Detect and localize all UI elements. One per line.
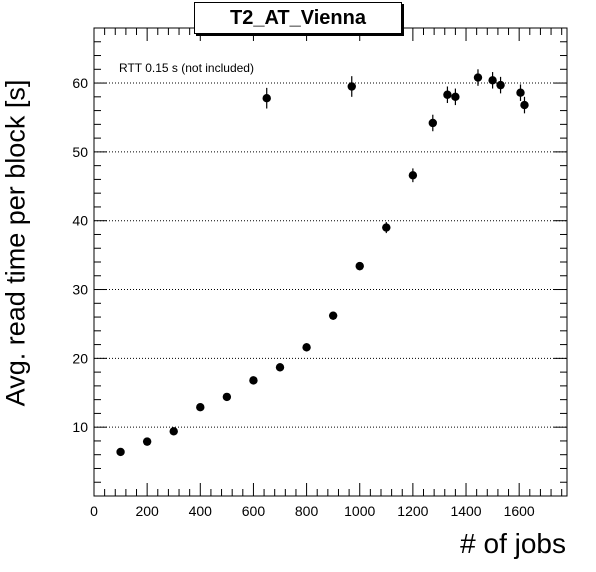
data-point [302,343,311,352]
y-tick-label: 40 [72,213,88,229]
data-point [473,73,483,82]
data-point [428,118,438,128]
data-point [451,92,460,102]
data-point [347,82,356,91]
data-point [520,100,529,110]
y-axis-label: Avg. read time per block [s] [0,79,31,407]
data-point [116,447,125,457]
y-tick-label: 60 [72,75,88,91]
data-point [516,88,525,97]
x-tick-label: 400 [189,503,213,519]
data-point [142,437,152,446]
x-tick-label: 1400 [450,503,481,519]
data-point [169,427,178,436]
data-point [355,261,364,271]
y-tick-label: 50 [72,144,88,160]
data-point [443,90,452,99]
x-tick-label: 800 [295,503,319,519]
chart-annotation: RTT 0.15 s (not included) [119,61,254,75]
plot-frame [93,27,568,497]
x-tick-label: 1600 [504,503,535,519]
x-tick-label: 200 [135,503,159,519]
y-tick-label: 30 [72,282,88,298]
x-tick-label: 1000 [344,503,375,519]
chart-title: T2_AT_Vienna [194,2,402,34]
data-point [275,363,285,372]
data-points [116,69,529,457]
y-tick-label: 10 [72,419,88,435]
data-point [496,80,505,90]
data-point [222,392,232,402]
data-point [382,223,391,232]
data-point [408,171,418,180]
data-point [328,311,338,320]
x-axis-label: # of jobs [460,528,566,559]
data-point [262,94,271,103]
data-point [196,403,205,412]
x-tick-label: 600 [242,503,266,519]
data-point [249,376,258,385]
grid-lines [94,82,567,428]
x-tick-label: 1200 [397,503,428,519]
y-tick-label: 20 [72,350,88,366]
x-tick-label: 0 [90,503,98,519]
data-point [488,76,497,85]
